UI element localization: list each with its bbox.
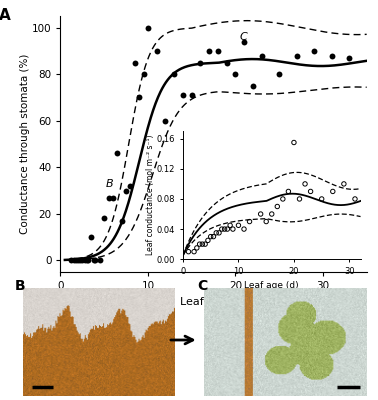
Point [71, 257, 77, 264]
Point [110, 194, 116, 201]
Point [105, 194, 112, 201]
Text: B: B [106, 178, 114, 188]
Text: B: B [15, 279, 26, 293]
Point [79, 257, 85, 264]
X-axis label: Leaf age (d): Leaf age (d) [180, 296, 247, 306]
Y-axis label: Conductance through stomata (%): Conductance through stomata (%) [20, 54, 31, 234]
Point [171, 71, 177, 77]
Point [141, 71, 147, 77]
Point [154, 48, 160, 54]
Point [68, 257, 74, 264]
Point [232, 71, 239, 77]
Point [206, 48, 212, 54]
Point [145, 24, 151, 31]
Point [294, 52, 300, 59]
Point [123, 187, 129, 194]
Point [241, 38, 247, 45]
Point [101, 215, 107, 222]
Point [136, 94, 142, 101]
Point [250, 83, 256, 89]
Point [75, 257, 81, 264]
Point [119, 218, 125, 224]
Point [73, 257, 79, 264]
Point [276, 71, 282, 77]
Point [197, 59, 203, 66]
Point [84, 257, 90, 264]
Point [259, 52, 265, 59]
Point [77, 257, 83, 264]
Text: C: C [198, 279, 208, 293]
Point [311, 48, 317, 54]
Text: C: C [240, 32, 248, 42]
Point [163, 118, 169, 124]
Text: A: A [0, 8, 11, 23]
Point [114, 150, 120, 156]
Point [127, 183, 133, 189]
Point [97, 257, 103, 264]
Point [189, 92, 195, 98]
Point [346, 55, 352, 61]
Point [215, 48, 221, 54]
Point [88, 234, 94, 240]
Point [328, 52, 335, 59]
Point [224, 59, 230, 66]
Point [91, 257, 97, 264]
Point [82, 257, 88, 264]
Point [132, 59, 138, 66]
Point [93, 257, 99, 264]
Point [85, 257, 91, 264]
Point [180, 92, 186, 98]
